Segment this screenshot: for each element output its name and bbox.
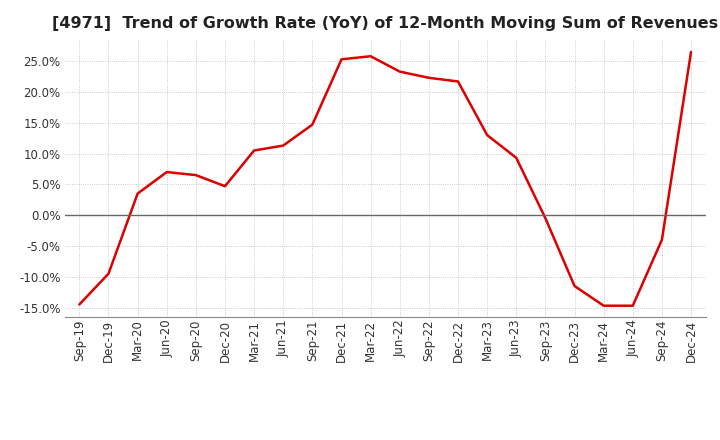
Title: [4971]  Trend of Growth Rate (YoY) of 12-Month Moving Sum of Revenues: [4971] Trend of Growth Rate (YoY) of 12-… xyxy=(52,16,719,32)
